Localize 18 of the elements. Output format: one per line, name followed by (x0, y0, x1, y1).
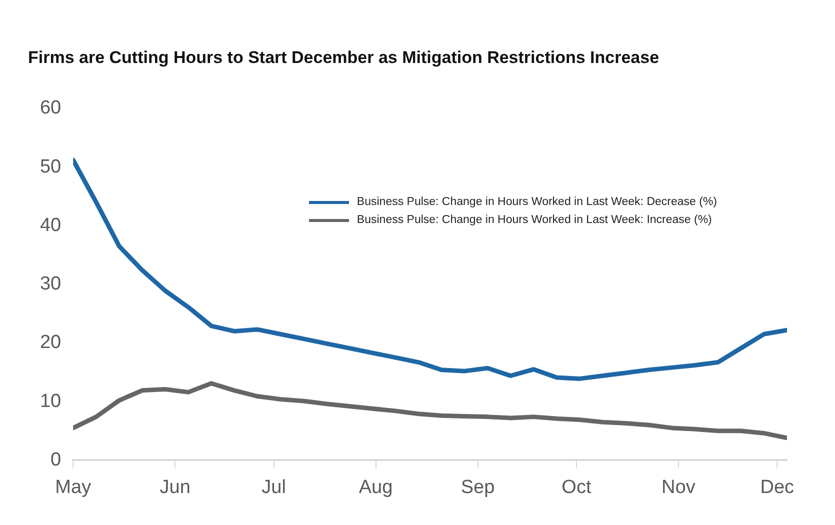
x-tick-label: Dec (760, 476, 794, 498)
y-tick-label: 40 (40, 214, 62, 236)
y-tick-label: 60 (40, 98, 62, 119)
y-tick-label: 30 (40, 274, 62, 295)
x-tick-label: Sep (460, 476, 495, 498)
y-tick-label: 50 (40, 156, 62, 178)
x-tick-label: Jul (262, 476, 286, 498)
y-tick-label: 10 (40, 390, 62, 412)
chart-title: Firms are Cutting Hours to Start December as Mitigation Restrictions Increase (28, 48, 660, 67)
x-tick-label: May (55, 476, 92, 498)
y-tick-label: 0 (50, 449, 62, 470)
x-tick-label: Oct (562, 476, 592, 498)
y-tick-label: 20 (40, 332, 62, 354)
legend-label: Business Pulse: Change in Hours Worked in Last Week: Decrease (%) (356, 196, 717, 208)
legend-label: Business Pulse: Change in Hours Worked in Last Week: Increase (%) (356, 214, 712, 226)
x-tick-label: Jun (160, 476, 190, 498)
x-tick-label: Nov (662, 476, 696, 498)
x-tick-label: Aug (358, 476, 393, 498)
